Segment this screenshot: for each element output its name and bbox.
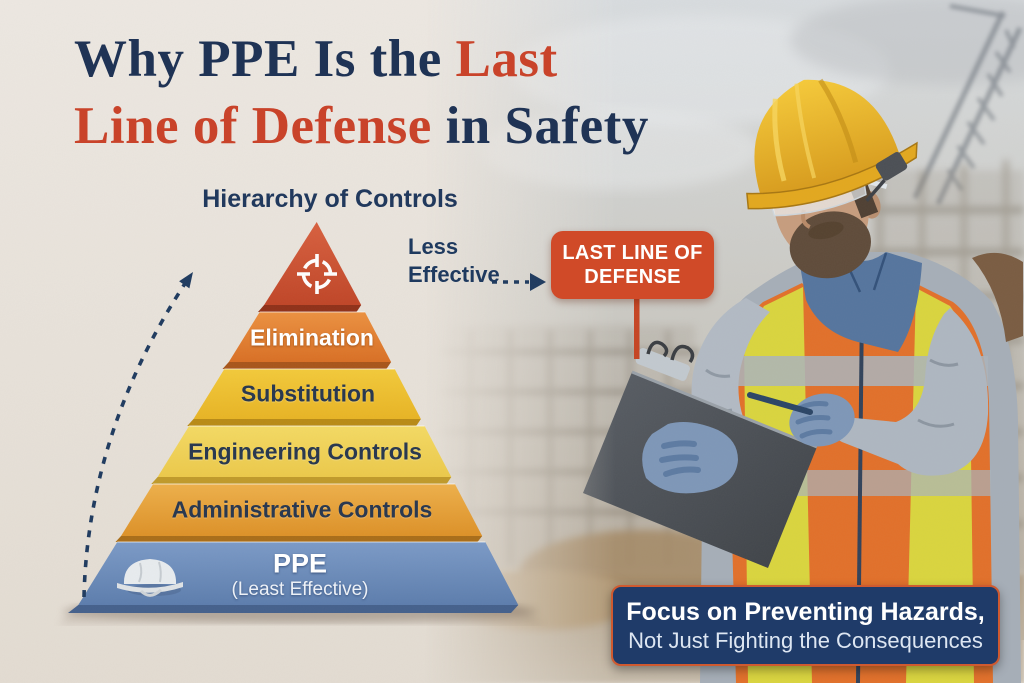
title-line1-navy: Why PPE Is the (74, 30, 456, 88)
last-line-of-defense-badge: LAST LINE OF DEFENSE (551, 231, 714, 299)
less-effective-line2: Effective (408, 262, 500, 287)
title-line2-red: Line of Defense (74, 97, 432, 155)
pyramid-heading: Hierarchy of Controls (202, 185, 458, 213)
banner-line2: Not Just Fighting the Consequences (628, 627, 983, 653)
level-label-ppe-sub: (Least Effective) (231, 579, 369, 600)
badge-line2: DEFENSE (584, 266, 681, 288)
level-label-administrative-controls: Administrative Controls (171, 496, 433, 523)
level-label-substitution: Substitution (240, 380, 376, 407)
less-effective-label: Less Effective (408, 233, 500, 289)
banner-line1: Focus on Preventing Hazards, (626, 597, 985, 626)
title-line1-red: Last (455, 30, 558, 88)
title-line-2: Line of Defense in Safety (74, 93, 714, 160)
level-label-engineering-controls: Engineering Controls (188, 438, 422, 465)
level-label-ppe: PPE (272, 548, 328, 579)
title-line-1: Why PPE Is the Last (74, 26, 714, 93)
page-title: Why PPE Is the Last Line of Defense in S… (74, 26, 714, 160)
footer-banner: Focus on Preventing Hazards, Not Just Fi… (611, 585, 1000, 666)
less-effective-line1: Less (408, 234, 459, 259)
level-label-elimination: Elimination (250, 324, 374, 351)
badge-line1: LAST LINE OF (562, 242, 703, 264)
title-line2-navy: in Safety (431, 97, 649, 155)
